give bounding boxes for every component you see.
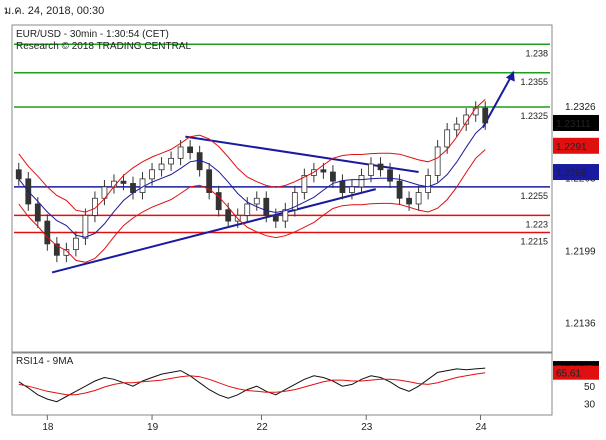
candle: [444, 129, 451, 148]
rsi-badge-label: 65.61: [556, 369, 581, 380]
candle: [187, 146, 194, 154]
candle: [206, 169, 213, 193]
candle: [425, 175, 432, 193]
y-tick-label: 1.2326: [565, 102, 596, 113]
candle: [225, 209, 232, 222]
level-label: 1.2215: [520, 236, 548, 246]
x-tick-label: 19: [147, 422, 159, 433]
moving-average-line: [18, 124, 486, 238]
rsi-line: [18, 367, 486, 403]
chart-subtitle: Research © 2018 TRADING CENTRAL: [16, 41, 191, 52]
price-badge: [553, 164, 599, 181]
candle: [349, 186, 355, 193]
price-badge: [553, 114, 599, 131]
candle: [387, 169, 393, 182]
candle: [368, 163, 374, 176]
price-badge-label: 1.2291: [556, 142, 587, 153]
chart-title: EUR/USD - 30min - 1:30:54 (CET): [16, 29, 169, 40]
level-label: 1.2325: [520, 111, 548, 121]
candle: [396, 180, 403, 199]
level-label: 1.238: [525, 48, 548, 58]
lower-band-line: [18, 149, 486, 263]
arrow-head: [505, 71, 515, 82]
candle: [53, 243, 60, 256]
candle: [463, 114, 470, 125]
candle: [253, 197, 260, 205]
rsi-title: RSI14 - 9MA: [16, 356, 74, 367]
candle: [44, 220, 51, 245]
trendline: [51, 188, 377, 274]
candle: [177, 146, 184, 159]
candle: [406, 197, 412, 205]
axes: 1.23261.22631.21991.21361.231111.22911.2…: [42, 102, 599, 433]
y-tick-label: 1.2136: [565, 319, 596, 330]
candle: [301, 175, 308, 193]
rsi-tick-label: 50: [584, 382, 596, 393]
support-resistance-levels: 1.238 1.2355 1.2325 1.2255 1.223 1.2215: [14, 43, 550, 246]
upper-band-line: [18, 99, 486, 213]
candle: [472, 107, 479, 116]
candle: [358, 175, 365, 188]
x-tick-label: 22: [257, 422, 269, 433]
candle: [158, 163, 165, 171]
candle: [82, 214, 89, 239]
candle: [453, 123, 460, 131]
rsi-panel: [11, 352, 553, 416]
candle: [149, 169, 155, 180]
candle: [272, 214, 279, 222]
rsi-ma-line: [18, 372, 486, 396]
price-badge-label: 1.23111: [556, 119, 591, 130]
candle: [339, 180, 346, 193]
price-panel: [11, 24, 553, 353]
candle: [377, 163, 384, 171]
candle: [34, 203, 41, 222]
candle: [415, 192, 422, 205]
level-label: 1.223: [525, 219, 548, 229]
rsi-tick-label: 30: [584, 399, 596, 410]
candle: [282, 209, 289, 222]
candle: [244, 203, 251, 216]
rsi-lines: [18, 367, 486, 403]
candle: [168, 157, 174, 165]
x-tick-label: 24: [475, 422, 487, 433]
candle: [263, 197, 270, 216]
x-tick-label: 18: [42, 422, 54, 433]
candle: [92, 197, 98, 216]
candle: [482, 107, 489, 124]
price-badge-label: 1.2268: [556, 168, 587, 179]
candle: [330, 171, 336, 182]
level-label: 1.2255: [520, 191, 548, 201]
candle: [215, 192, 222, 211]
price-badge: [553, 137, 599, 154]
chart-datetime: ม.ค. 24, 2018, 00:30: [4, 5, 105, 17]
candle: [120, 180, 127, 184]
candle: [320, 169, 327, 173]
candle: [434, 146, 441, 176]
y-tick-label: 1.2199: [565, 247, 596, 258]
candle: [291, 192, 298, 211]
rsi-badge: [553, 365, 599, 380]
level-label: 1.2355: [520, 77, 548, 87]
candle: [15, 169, 22, 180]
candle: [72, 237, 79, 251]
x-tick-label: 23: [361, 422, 373, 433]
price-candles: [15, 99, 489, 263]
candle: [130, 183, 136, 193]
